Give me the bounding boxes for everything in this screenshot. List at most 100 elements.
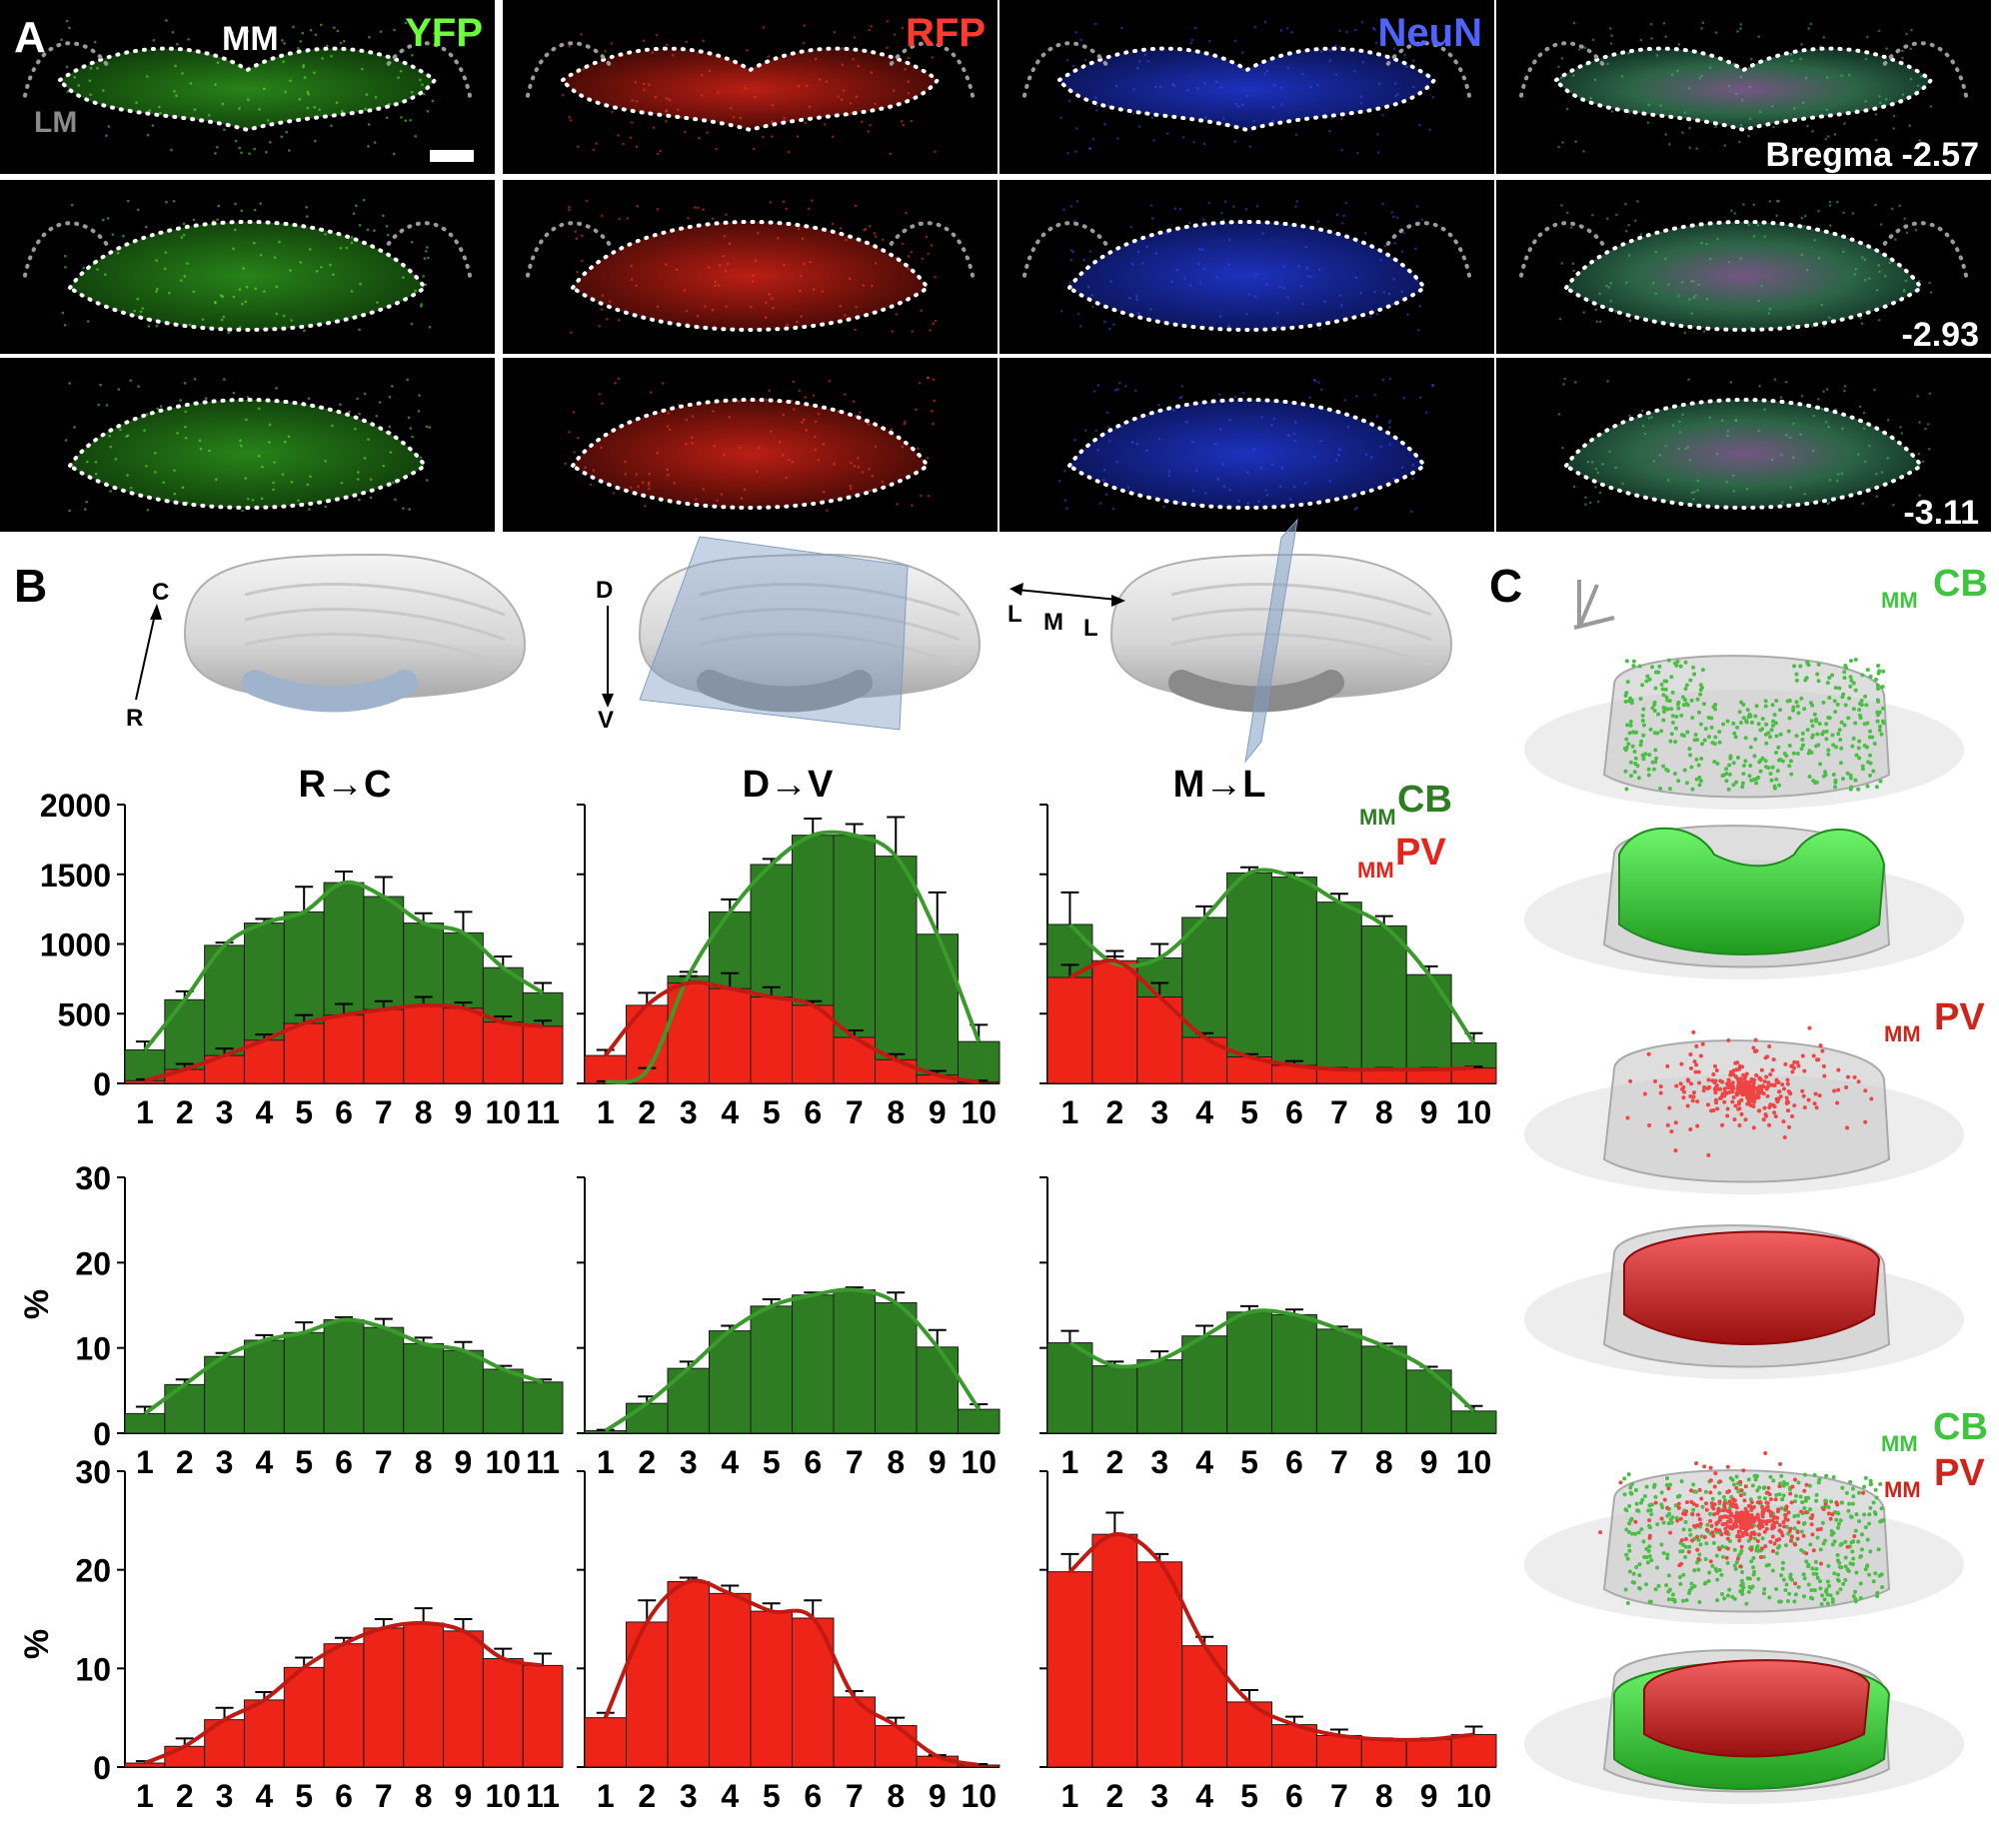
cb-cell [1826, 748, 1830, 752]
speckle [1120, 27, 1123, 30]
bar-cb-8 [404, 1343, 444, 1433]
cb-cell [1834, 745, 1838, 749]
speckle [186, 262, 189, 265]
speckle [1681, 281, 1684, 284]
cb-cell [1847, 697, 1851, 701]
pv-cell [1763, 1079, 1767, 1083]
speckle [1308, 396, 1311, 399]
pv-cell [1722, 1100, 1726, 1104]
speckle [397, 76, 400, 79]
bar-cb-5 [284, 1332, 324, 1433]
speckle [1836, 480, 1839, 483]
pv-cell [1758, 1519, 1762, 1523]
speckle [102, 219, 105, 222]
speckle [576, 271, 579, 274]
cb-cell [1788, 744, 1792, 748]
speckle [1595, 309, 1598, 312]
speckle [893, 89, 896, 92]
speckle [389, 426, 392, 429]
speckle [1749, 117, 1752, 120]
speckle [127, 434, 130, 437]
cb-cell [1673, 740, 1677, 744]
cb-cell [1878, 1574, 1882, 1578]
speckle [636, 145, 639, 148]
speckle [1176, 269, 1179, 272]
cb-cell [1667, 1573, 1671, 1577]
speckle [1360, 102, 1363, 105]
speckle [1282, 287, 1285, 290]
x-tick-label: 5 [1240, 1778, 1258, 1814]
cb-cell [1840, 1500, 1844, 1504]
speckle [1681, 131, 1684, 134]
speckle [1208, 202, 1211, 205]
mm-shell-2 [1604, 1040, 1889, 1181]
cb-cell [1669, 675, 1673, 679]
x-tick-label: 4 [721, 1444, 739, 1480]
speckle [276, 286, 279, 289]
speckle [1382, 379, 1385, 382]
speckle [783, 117, 786, 120]
speckle [1901, 57, 1904, 60]
speckle [581, 260, 584, 263]
x-tick-label: 9 [929, 1778, 947, 1814]
cb-cell [1792, 1514, 1796, 1518]
cb-cell [1690, 788, 1694, 792]
pv-cell [1726, 1038, 1730, 1042]
speckle [183, 234, 186, 237]
speckle [390, 451, 393, 454]
bar-cb-2 [627, 1403, 669, 1433]
speckle [64, 324, 67, 327]
speckle [1750, 58, 1753, 61]
cb-cell [1878, 728, 1882, 732]
cb-cell [1796, 705, 1800, 709]
speckle [927, 457, 930, 460]
cb-cell [1825, 730, 1829, 734]
cb-cell [1836, 1553, 1840, 1557]
x-tick-label: 2 [176, 1444, 194, 1480]
speckle [1076, 200, 1079, 203]
cb-cell [1632, 660, 1636, 664]
cb-cell [1623, 770, 1627, 774]
speckle [915, 408, 918, 411]
pv-cell [1804, 1483, 1808, 1487]
speckle [568, 206, 571, 209]
speckle [677, 109, 680, 112]
speckle [1864, 461, 1867, 464]
speckle [1753, 203, 1756, 206]
cb-cell [1624, 1553, 1628, 1557]
speckle [1655, 292, 1658, 295]
speckle [419, 79, 422, 82]
speckle [73, 76, 76, 79]
pv-cell [1750, 1525, 1754, 1529]
speckle [374, 141, 377, 144]
speckle [799, 290, 802, 293]
speckle [1318, 268, 1321, 271]
speckle [411, 241, 414, 244]
speckle [400, 116, 403, 119]
pv-cell [1730, 1089, 1734, 1093]
cb-cell [1628, 731, 1632, 735]
pv-cell [1769, 1497, 1773, 1501]
cb-cell [1764, 705, 1768, 709]
orient-rc-rostral: R [126, 705, 143, 732]
cb-cell [1817, 663, 1821, 667]
speckle [630, 486, 633, 489]
speckle [382, 215, 385, 218]
speckle [425, 250, 428, 253]
cb-cell [1713, 707, 1717, 711]
cb-cell [1848, 1480, 1852, 1484]
cb-cell [1667, 1512, 1671, 1516]
cb-cell [1784, 1543, 1788, 1547]
speckle [1103, 123, 1106, 126]
speckle [223, 378, 226, 381]
speckle [1214, 443, 1217, 446]
speckle [694, 206, 697, 209]
cb-cell [1793, 1526, 1797, 1530]
speckle [869, 124, 872, 127]
speckle [1412, 59, 1415, 62]
x-tick-label: 7 [1330, 1094, 1348, 1130]
speckle [684, 131, 687, 134]
pv-cell [1690, 1538, 1694, 1542]
bar-cb-5 [751, 1306, 793, 1433]
speckle [1716, 453, 1719, 456]
